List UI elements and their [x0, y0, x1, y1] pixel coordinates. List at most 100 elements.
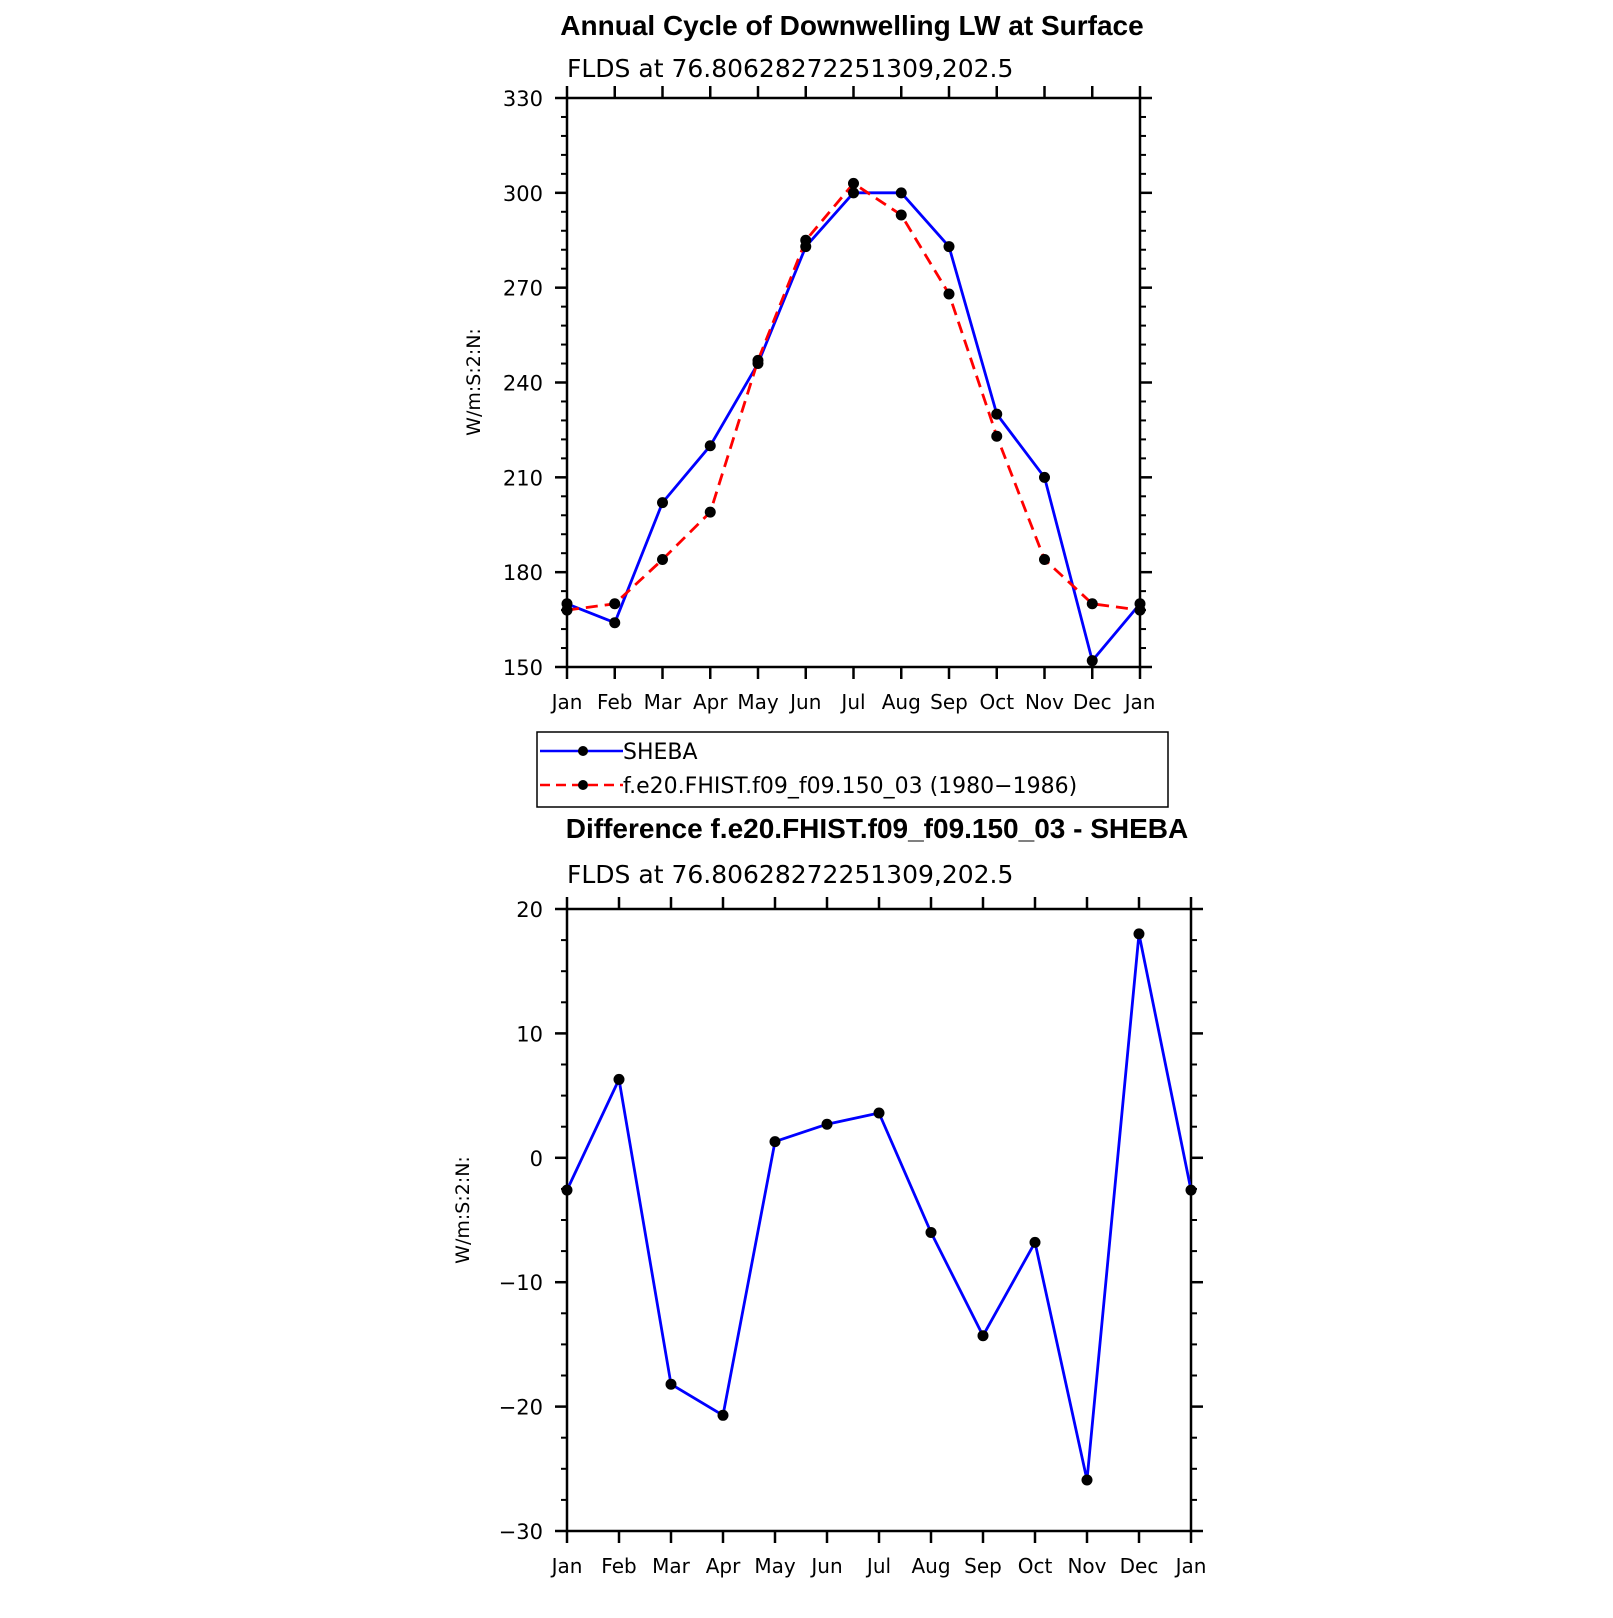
- panel2-y-axis-label: W/m:S:2:N:: [452, 1156, 474, 1264]
- p1-ytick-label: 180: [503, 561, 543, 585]
- legend-box: [536, 731, 1169, 808]
- p1-ytick-label: 150: [503, 656, 543, 680]
- legend-item-sheba: SHEBA: [540, 740, 698, 765]
- p1-series-1-point: [1086, 598, 1098, 610]
- panel1-title: Annual Cycle of Downwelling LW at Surfac…: [560, 10, 1143, 41]
- p1-series-1-point: [561, 604, 573, 616]
- p1-series-1-point: [991, 430, 1003, 442]
- p2-series-0-point: [1185, 1184, 1197, 1196]
- p2-series-0-line: [565, 932, 1193, 1482]
- p2-xtick-label: May: [754, 1554, 796, 1578]
- p1-series-0-point: [895, 187, 907, 199]
- p2-xtick-label: Sep: [964, 1554, 1002, 1578]
- panel1-subtitle: FLDS at 76.80628272251309,202.5: [567, 54, 1013, 83]
- legend: SHEBA f.e20.FHIST.f09_f09.150_03 (1980−1…: [536, 731, 1169, 808]
- p1-series-0-point: [1039, 471, 1050, 483]
- p2-xtick-label: Feb: [601, 1554, 636, 1578]
- p2-ytick-label: 0: [530, 1147, 543, 1171]
- p1-xtick-label: May: [737, 690, 779, 714]
- p1-series-0-point: [848, 187, 859, 199]
- p2-xtick-label: Jan: [1174, 1554, 1207, 1578]
- panel2-axes: −30 −20 −10 0 10 20 Jan Feb Mar Apr May Jun Jul Aug Se…: [499, 897, 1207, 1578]
- p2-ytick-label: 10: [516, 1022, 543, 1046]
- p2-xtick-label: Apr: [706, 1554, 741, 1578]
- p1-xtick-label: Aug: [882, 690, 921, 714]
- p2-xtick-label: Mar: [652, 1554, 691, 1578]
- p1-series-0-point: [657, 497, 668, 509]
- p1-series-1-point: [895, 209, 907, 221]
- p1-series-1-line: [566, 181, 1141, 612]
- p2-series-0-point: [821, 1118, 833, 1130]
- p1-ytick-label: 210: [503, 466, 543, 490]
- p2-xtick-label: Jan: [550, 1554, 583, 1578]
- p1-series-1-point: [609, 598, 621, 610]
- p1-xtick-label: Oct: [979, 690, 1014, 714]
- p1-series-1-point: [1039, 554, 1050, 566]
- p2-ytick-label: 20: [516, 898, 543, 922]
- p2-xtick-label: Jun: [809, 1554, 842, 1578]
- p1-xtick-label: Nov: [1025, 690, 1064, 714]
- legend-item-model: f.e20.FHIST.f09_f09.150_03 (1980−1986): [540, 774, 1077, 799]
- p2-series-0-point: [613, 1073, 625, 1085]
- p2-series-0-point: [873, 1107, 885, 1119]
- p2-series-0-point: [1081, 1474, 1093, 1486]
- p1-xtick-label: Jul: [839, 690, 865, 714]
- p1-series-1-point: [704, 506, 716, 518]
- p1-series-1-point: [800, 234, 812, 246]
- p1-ytick-label: 240: [503, 372, 543, 396]
- p2-plot-frame: [565, 907, 1193, 1533]
- p1-series-1-point: [752, 354, 764, 366]
- p1-series-1-point: [848, 177, 859, 189]
- p1-series-0-point: [609, 617, 621, 629]
- p2-series-0-point: [665, 1378, 677, 1390]
- p1-series-1-point: [1134, 604, 1146, 616]
- p2-series-0-point: [977, 1330, 989, 1342]
- legend-label-sheba: SHEBA: [623, 740, 698, 765]
- legend-marker-sheba: [578, 746, 588, 756]
- p1-series-0-point: [704, 440, 716, 452]
- p1-series-0-point: [991, 408, 1003, 420]
- p2-series-0-point: [769, 1136, 781, 1148]
- panel1-axes: 150 180 210 240 270 300 330 Jan Feb Mar Apr May Jun J…: [503, 86, 1156, 714]
- p1-series-1-point: [657, 554, 668, 566]
- p2-series-0-point: [717, 1409, 729, 1421]
- p1-series-1-point: [943, 288, 955, 300]
- p1-xtick-label: Sep: [930, 690, 968, 714]
- p1-xtick-label: Dec: [1073, 690, 1112, 714]
- panel1-y-axis-label: W/m:S:2:N:: [463, 328, 485, 436]
- panel1-marks: [561, 177, 1146, 667]
- p2-xtick-label: Oct: [1018, 1554, 1053, 1578]
- p2-xtick-label: Jul: [865, 1554, 891, 1578]
- panel2-marks: [561, 928, 1197, 1486]
- p1-series-0-line: [566, 191, 1142, 663]
- p2-series-0-point: [1133, 928, 1145, 940]
- p2-series-0-point: [561, 1184, 573, 1196]
- p1-ytick-label: 270: [503, 277, 543, 301]
- p2-series-0-point: [925, 1226, 937, 1238]
- p1-xtick-label: Jan: [1123, 690, 1156, 714]
- p1-series-0-point: [943, 241, 955, 253]
- p2-xtick-label: Dec: [1120, 1554, 1159, 1578]
- panel2-title: Difference f.e20.FHIST.f09_f09.150_03 - …: [566, 813, 1189, 844]
- p2-series-0-point: [1029, 1236, 1041, 1248]
- p1-xtick-label: Apr: [693, 690, 728, 714]
- p1-xtick-label: Feb: [597, 690, 632, 714]
- p1-ytick-label: 330: [503, 87, 543, 111]
- p1-xtick-label: Mar: [644, 690, 683, 714]
- p2-ytick-label: −20: [499, 1396, 543, 1420]
- legend-marker-model: [578, 780, 588, 790]
- legend-label-model: f.e20.FHIST.f09_f09.150_03 (1980−1986): [623, 774, 1077, 799]
- p2-ytick-label: −30: [499, 1520, 543, 1544]
- p2-xtick-label: Nov: [1067, 1554, 1106, 1578]
- p2-ytick-label: −10: [499, 1271, 543, 1295]
- p1-ytick-label: 300: [503, 182, 543, 206]
- p1-series-0-point: [1086, 655, 1098, 667]
- difference-panel: Difference f.e20.FHIST.f09_f09.150_03 - …: [452, 813, 1206, 1578]
- p1-xtick-label: Jan: [550, 690, 583, 714]
- p2-xtick-label: Aug: [911, 1554, 950, 1578]
- p1-xtick-label: Jun: [788, 690, 821, 714]
- annual-cycle-panel: Annual Cycle of Downwelling LW at Surfac…: [463, 10, 1155, 714]
- panel2-subtitle: FLDS at 76.80628272251309,202.5: [567, 860, 1013, 889]
